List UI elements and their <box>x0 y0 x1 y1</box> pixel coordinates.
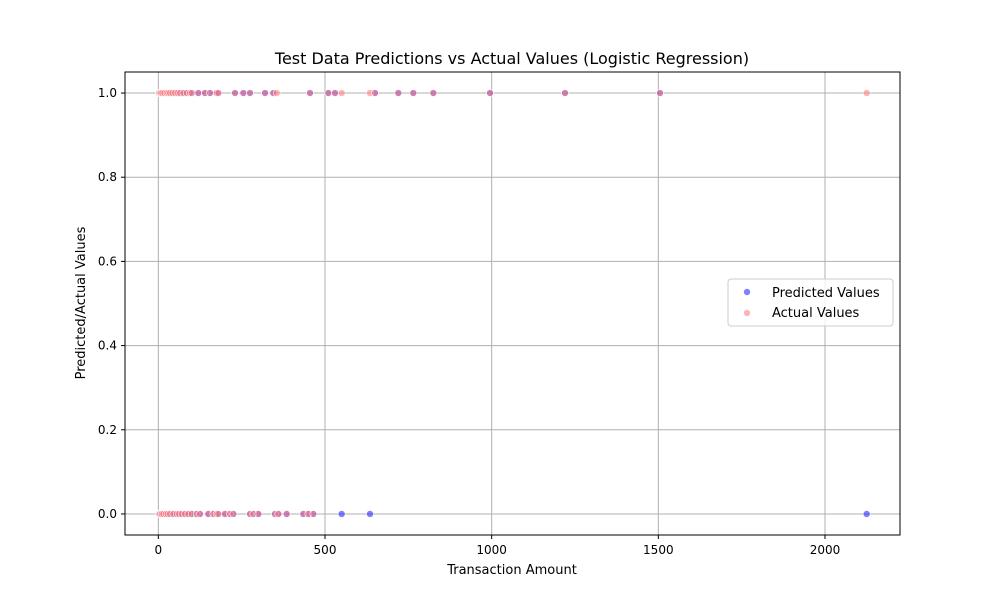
point-actual-values <box>187 89 196 97</box>
ticks: 0 500 1000 1500 2000 0.0 0.2 0.4 0.6 0.8 1.0 <box>98 86 840 557</box>
legend: Predicted Values Actual Values <box>727 278 894 327</box>
point-actual-values <box>324 89 333 97</box>
y-tick-label: 0.4 <box>98 339 117 353</box>
point-actual-values <box>229 510 238 518</box>
legend-label-actual: Actual Values <box>772 306 860 321</box>
point-actual-values <box>309 510 318 518</box>
point-predicted-values <box>337 510 346 518</box>
point-actual-values <box>282 510 291 518</box>
point-actual-values <box>306 89 314 97</box>
point-actual-values <box>196 510 204 518</box>
point-predicted-values <box>366 510 374 518</box>
x-tick-label: 0 <box>155 543 163 557</box>
y-tick-label: 0.2 <box>98 423 117 437</box>
x-tick-label: 500 <box>314 543 337 557</box>
point-actual-values <box>394 89 403 97</box>
point-actual-values <box>561 89 569 97</box>
x-tick-label: 1500 <box>643 543 674 557</box>
y-axis-label: Predicted/Actual Values <box>74 226 89 379</box>
point-actual-values <box>409 89 418 97</box>
legend-marker-actual <box>743 309 751 317</box>
point-actual-values <box>206 89 214 97</box>
legend-label-predicted: Predicted Values <box>772 286 880 301</box>
point-actual-values <box>194 89 203 97</box>
chart-title: Test Data Predictions vs Actual Values (… <box>274 49 749 68</box>
y-tick-label: 0.8 <box>98 170 117 184</box>
y-tick-label: 1.0 <box>98 86 117 100</box>
point-actual-values <box>261 89 269 97</box>
legend-box <box>727 278 894 327</box>
point-actual-values <box>337 89 346 97</box>
point-actual-values <box>231 89 239 97</box>
point-actual-values <box>214 89 223 97</box>
point-predicted-values <box>862 510 871 518</box>
x-tick-label: 2000 <box>810 543 841 557</box>
x-axis-label: Transaction Amount <box>446 563 577 578</box>
y-tick-label: 0.6 <box>98 254 117 268</box>
legend-marker-predicted <box>743 288 751 296</box>
point-actual-values <box>429 89 438 97</box>
y-tick-label: 0.0 <box>98 507 117 521</box>
x-tick-label: 1000 <box>476 543 507 557</box>
point-actual-values <box>274 510 283 518</box>
point-actual-values <box>862 89 871 97</box>
point-actual-values <box>246 89 254 97</box>
point-actual-values <box>371 89 379 97</box>
point-actual-values <box>254 510 263 518</box>
point-actual-values <box>486 89 494 97</box>
point-actual-values <box>331 89 339 97</box>
grid <box>125 72 900 535</box>
plot-frame <box>124 71 901 536</box>
point-actual-values <box>272 89 281 97</box>
points <box>155 89 871 518</box>
point-actual-values <box>656 89 664 97</box>
point-actual-values <box>214 510 223 518</box>
point-actual-values <box>239 89 248 97</box>
